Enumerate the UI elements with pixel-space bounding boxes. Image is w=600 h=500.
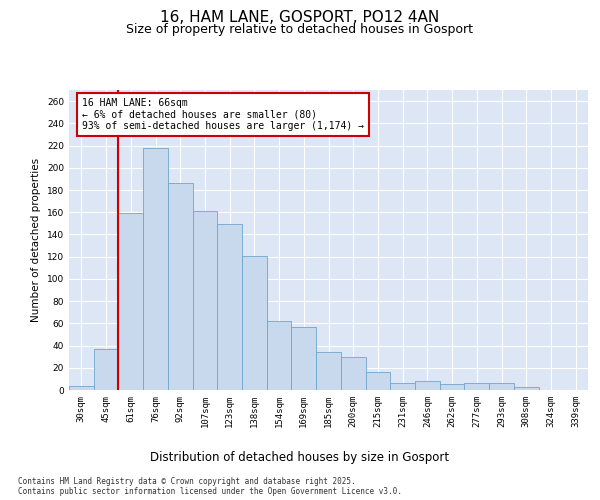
- Bar: [440, 384, 464, 390]
- Bar: [193, 211, 217, 390]
- Bar: [94, 349, 118, 390]
- Bar: [489, 384, 514, 390]
- Text: Distribution of detached houses by size in Gosport: Distribution of detached houses by size …: [151, 451, 449, 464]
- Bar: [415, 381, 440, 390]
- Text: 16, HAM LANE, GOSPORT, PO12 4AN: 16, HAM LANE, GOSPORT, PO12 4AN: [160, 10, 440, 25]
- Bar: [341, 356, 365, 390]
- Bar: [464, 384, 489, 390]
- Bar: [316, 352, 341, 390]
- Y-axis label: Number of detached properties: Number of detached properties: [31, 158, 41, 322]
- Bar: [217, 224, 242, 390]
- Bar: [390, 384, 415, 390]
- Bar: [514, 386, 539, 390]
- Bar: [267, 321, 292, 390]
- Text: Size of property relative to detached houses in Gosport: Size of property relative to detached ho…: [127, 24, 473, 36]
- Text: 16 HAM LANE: 66sqm
← 6% of detached houses are smaller (80)
93% of semi-detached: 16 HAM LANE: 66sqm ← 6% of detached hous…: [82, 98, 364, 130]
- Bar: [292, 326, 316, 390]
- Bar: [365, 372, 390, 390]
- Bar: [69, 386, 94, 390]
- Bar: [168, 184, 193, 390]
- Text: Contains HM Land Registry data © Crown copyright and database right 2025.
Contai: Contains HM Land Registry data © Crown c…: [18, 476, 402, 496]
- Bar: [118, 214, 143, 390]
- Bar: [242, 256, 267, 390]
- Bar: [143, 148, 168, 390]
